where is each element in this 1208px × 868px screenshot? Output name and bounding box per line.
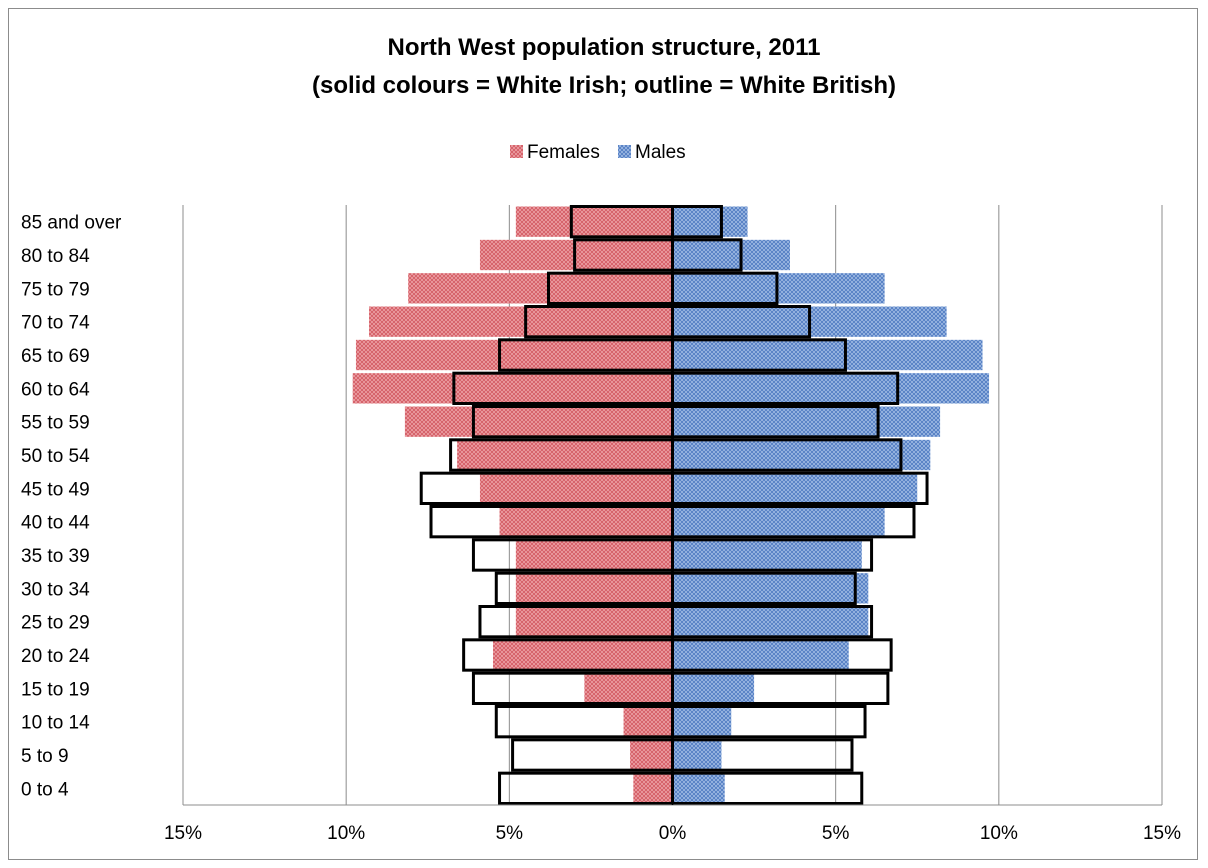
bar-female-white-irish xyxy=(633,773,673,804)
y-category-label: 65 to 69 xyxy=(21,346,90,367)
y-category-label: 10 to 14 xyxy=(21,713,90,734)
x-tick-label: 15% xyxy=(164,823,202,844)
bar-male-white-irish xyxy=(672,706,732,737)
y-category-label: 70 to 74 xyxy=(21,313,90,334)
y-category-label: 85 and over xyxy=(21,213,122,234)
bar-male-white-irish xyxy=(672,773,725,804)
bar-female-white-irish xyxy=(479,473,673,504)
bar-male-white-irish xyxy=(672,206,748,237)
x-tick-label: 5% xyxy=(822,823,850,844)
y-category-label: 60 to 64 xyxy=(21,379,90,400)
axis-lines xyxy=(182,205,1162,806)
bar-female-white-irish xyxy=(408,273,673,304)
bar-male-white-irish xyxy=(672,506,885,537)
x-tick-label: 15% xyxy=(1143,823,1181,844)
bar-male-white-irish xyxy=(672,606,869,637)
bar-female-white-irish xyxy=(352,373,673,404)
chart-title: North West population structure, 2011 (s… xyxy=(312,34,896,99)
chart-frame: North West population structure, 2011 (s… xyxy=(8,8,1198,860)
bar-female-white-irish xyxy=(584,673,673,704)
chart-title-line-1: North West population structure, 2011 xyxy=(388,34,821,61)
y-category-label: 15 to 19 xyxy=(21,679,90,700)
y-category-label: 55 to 59 xyxy=(21,413,90,434)
bar-male-white-irish xyxy=(672,639,849,671)
bar-male-white-irish xyxy=(672,473,918,504)
y-category-label: 0 to 4 xyxy=(21,779,69,800)
bar-female-white-irish xyxy=(515,206,673,237)
chart-legend: Females Males xyxy=(510,142,686,163)
y-category-label: 40 to 44 xyxy=(21,513,90,534)
y-category-label: 80 to 84 xyxy=(21,246,90,267)
bar-female-white-irish xyxy=(515,539,673,571)
bar-female-white-irish xyxy=(493,639,673,671)
bar-male-white-irish xyxy=(672,439,931,471)
bar-female-white-irish xyxy=(457,439,673,471)
bar-female-white-irish xyxy=(630,739,673,771)
bar-male-white-irish xyxy=(672,673,755,704)
x-tick-label: 5% xyxy=(496,823,524,844)
y-category-label: 75 to 79 xyxy=(21,279,90,300)
y-category-label: 5 to 9 xyxy=(21,746,69,767)
y-category-label: 45 to 49 xyxy=(21,479,90,500)
bar-male-white-irish xyxy=(672,573,869,604)
bar-male-white-irish xyxy=(672,273,885,304)
y-category-label: 30 to 34 xyxy=(21,579,90,600)
bar-male-white-irish xyxy=(672,239,790,271)
x-tick-label: 10% xyxy=(980,823,1018,844)
x-tick-label: 0% xyxy=(659,823,687,844)
y-category-label: 25 to 29 xyxy=(21,613,90,634)
bar-male-white-irish xyxy=(672,739,722,771)
population-pyramid-chart: North West population structure, 2011 (s… xyxy=(21,34,1181,844)
category-labels: 0 to 4 5 to 9 10 to 14 15 to 19 20 to 24 25 t… xyxy=(21,213,122,801)
legend-swatch-males xyxy=(618,145,631,158)
bar-female-white-irish xyxy=(623,706,673,737)
x-tick-label: 10% xyxy=(327,823,365,844)
bar-female-white-irish xyxy=(515,573,673,604)
bar-male-white-irish xyxy=(672,339,983,371)
bar-female-white-irish xyxy=(499,506,673,537)
x-tick-labels: 15% 10% 5% 0% 5% 10% 15% xyxy=(164,823,1181,844)
legend-swatch-females xyxy=(510,145,523,158)
bar-female-white-irish xyxy=(355,339,673,371)
legend-label-males: Males xyxy=(635,142,686,163)
bar-female-white-irish xyxy=(479,239,673,271)
bar-female-white-irish xyxy=(515,606,673,637)
y-category-label: 50 to 54 xyxy=(21,446,90,467)
legend-label-females: Females xyxy=(527,142,600,163)
chart-title-line-2: (solid colours = White Irish; outline = … xyxy=(312,72,896,99)
bars-white-irish xyxy=(352,206,990,804)
bar-male-white-irish xyxy=(672,406,941,437)
bar-female-white-irish xyxy=(369,306,673,337)
y-category-label: 20 to 24 xyxy=(21,646,90,667)
bar-female-white-irish xyxy=(404,406,673,437)
bar-male-white-irish xyxy=(672,539,862,571)
y-category-label: 35 to 39 xyxy=(21,546,90,567)
bar-male-white-irish xyxy=(672,373,990,404)
